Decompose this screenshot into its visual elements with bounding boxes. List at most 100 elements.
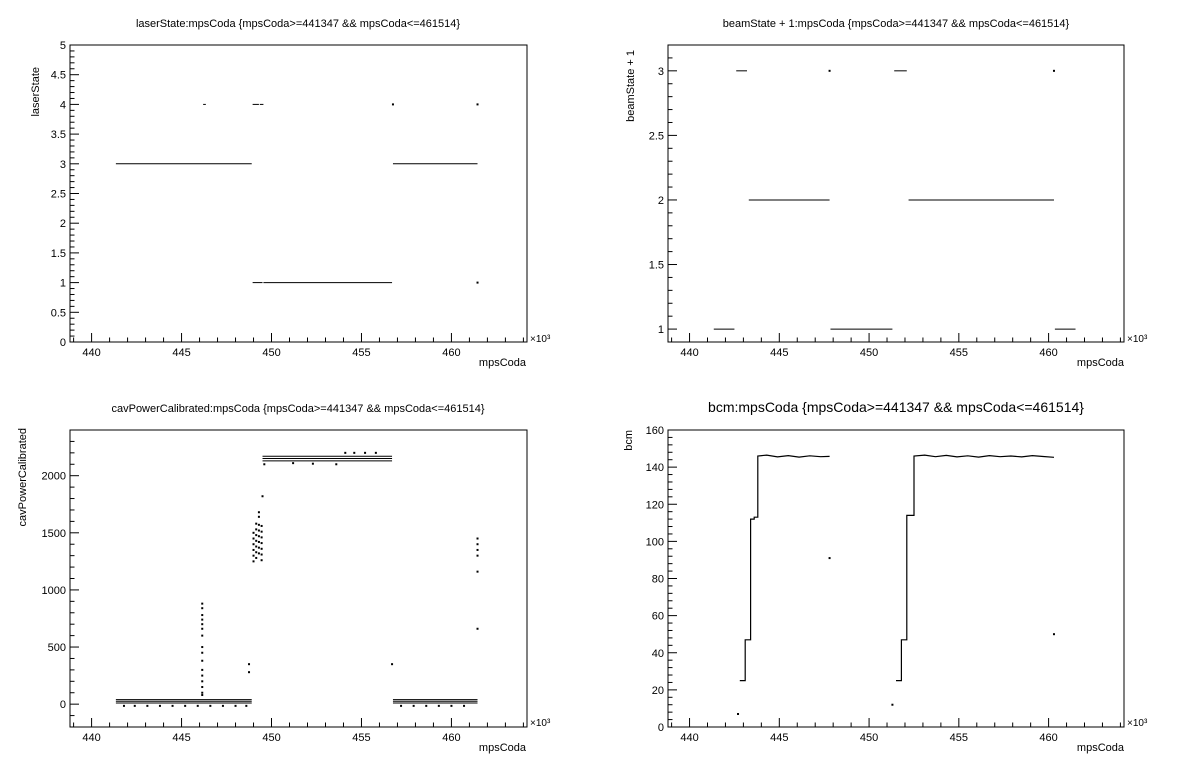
data-point	[122, 704, 125, 707]
data-point	[234, 704, 237, 707]
x-tick-label: 450	[262, 732, 280, 744]
x-tick-label: 460	[1039, 347, 1057, 359]
x-multiplier-label: ×10³	[530, 718, 551, 729]
data-point	[255, 539, 258, 542]
data-point	[255, 556, 258, 559]
data-point	[201, 634, 204, 637]
plot-frame	[667, 44, 1125, 343]
x-tick-label: 440	[680, 347, 698, 359]
data-point	[201, 607, 204, 610]
data-point	[252, 531, 255, 534]
data-point	[257, 511, 260, 514]
data-point	[171, 704, 174, 707]
data-point	[260, 536, 263, 539]
data-point	[391, 103, 394, 106]
y-axis-label: beamState + 1	[625, 50, 637, 122]
data-point	[353, 451, 356, 454]
data-point	[450, 704, 453, 707]
data-point	[311, 462, 314, 465]
y-tick-label: 1500	[42, 528, 66, 540]
plot-frame	[69, 429, 528, 728]
y-tick-label: 5	[60, 40, 66, 52]
chart-title: laserState:mpsCoda {mpsCoda>=441347 && m…	[136, 18, 460, 30]
y-axis-label: laserState	[30, 67, 42, 117]
data-point	[476, 281, 479, 284]
x-tick-label: 460	[1039, 732, 1057, 744]
data-point	[1052, 633, 1055, 636]
data-point	[737, 713, 740, 716]
data-point	[828, 69, 831, 72]
y-tick-label: 500	[48, 642, 66, 654]
data-point	[196, 704, 199, 707]
data-point	[209, 704, 212, 707]
data-point	[201, 651, 204, 654]
y-tick-label: 2.5	[51, 189, 66, 201]
data-point	[248, 671, 251, 674]
x-axis-label: mpsCoda	[479, 742, 527, 754]
data-point	[255, 522, 258, 525]
x-tick-label: 440	[82, 347, 100, 359]
data-point	[476, 548, 479, 551]
data-point	[146, 704, 149, 707]
data-point	[476, 627, 479, 630]
data-point	[201, 627, 204, 630]
data-point	[476, 543, 479, 546]
y-tick-label: 120	[646, 499, 664, 511]
data-point	[364, 451, 367, 454]
y-tick-label: 0.5	[51, 307, 66, 319]
data-point	[201, 659, 204, 662]
y-axis-label: bcm	[623, 430, 635, 451]
y-tick-label: 2	[60, 218, 66, 230]
data-point	[201, 691, 204, 694]
data-point	[252, 537, 255, 540]
x-multiplier-label: ×10³	[1127, 718, 1148, 729]
y-tick-label: 4.5	[51, 70, 66, 82]
x-tick-label: 445	[770, 732, 788, 744]
data-point	[255, 551, 258, 554]
beamstate-chart: beamState + 1:mpsCoda {mpsCoda>=441347 &…	[625, 18, 1148, 369]
data-point	[201, 602, 204, 605]
data-point	[252, 543, 255, 546]
data-point	[476, 570, 479, 573]
x-tick-label: 440	[82, 732, 100, 744]
x-tick-label: 455	[950, 732, 968, 744]
data-point	[260, 530, 263, 533]
y-tick-label: 20	[652, 685, 664, 697]
x-tick-label: 455	[352, 347, 370, 359]
y-tick-label: 2000	[42, 471, 66, 483]
data-point	[252, 548, 255, 551]
chart-title: cavPowerCalibrated:mpsCoda {mpsCoda>=441…	[111, 403, 484, 415]
data-point	[374, 451, 377, 454]
x-axis-label: mpsCoda	[1077, 742, 1125, 754]
plot-frame	[69, 44, 528, 343]
data-point	[425, 704, 428, 707]
data-point	[476, 103, 479, 106]
laserstate-chart: laserState:mpsCoda {mpsCoda>=441347 && m…	[30, 18, 551, 369]
x-tick-label: 450	[262, 347, 280, 359]
y-tick-label: 0	[658, 722, 664, 734]
data-point	[133, 704, 136, 707]
data-point	[437, 704, 440, 707]
data-point	[248, 663, 251, 666]
y-tick-label: 40	[652, 648, 664, 660]
data-point	[257, 529, 260, 532]
data-point	[201, 668, 204, 671]
x-tick-label: 460	[442, 347, 460, 359]
data-point	[292, 462, 295, 465]
y-tick-label: 1.5	[51, 248, 66, 260]
data-point	[201, 646, 204, 649]
data-point	[335, 463, 338, 466]
x-tick-label: 445	[172, 347, 190, 359]
y-axis-label: cavPowerCalibrated	[17, 428, 29, 526]
x-axis-label: mpsCoda	[1077, 357, 1125, 369]
bcm-chart: bcm:mpsCoda {mpsCoda>=441347 && mpsCoda<…	[623, 399, 1148, 754]
data-point	[221, 704, 224, 707]
data-point	[260, 524, 263, 527]
data-point	[476, 554, 479, 557]
y-tick-label: 140	[646, 462, 664, 474]
y-tick-label: 60	[652, 611, 664, 623]
y-tick-label: 1000	[42, 585, 66, 597]
y-tick-label: 80	[652, 574, 664, 586]
chart-title: beamState + 1:mpsCoda {mpsCoda>=441347 &…	[723, 18, 1070, 30]
